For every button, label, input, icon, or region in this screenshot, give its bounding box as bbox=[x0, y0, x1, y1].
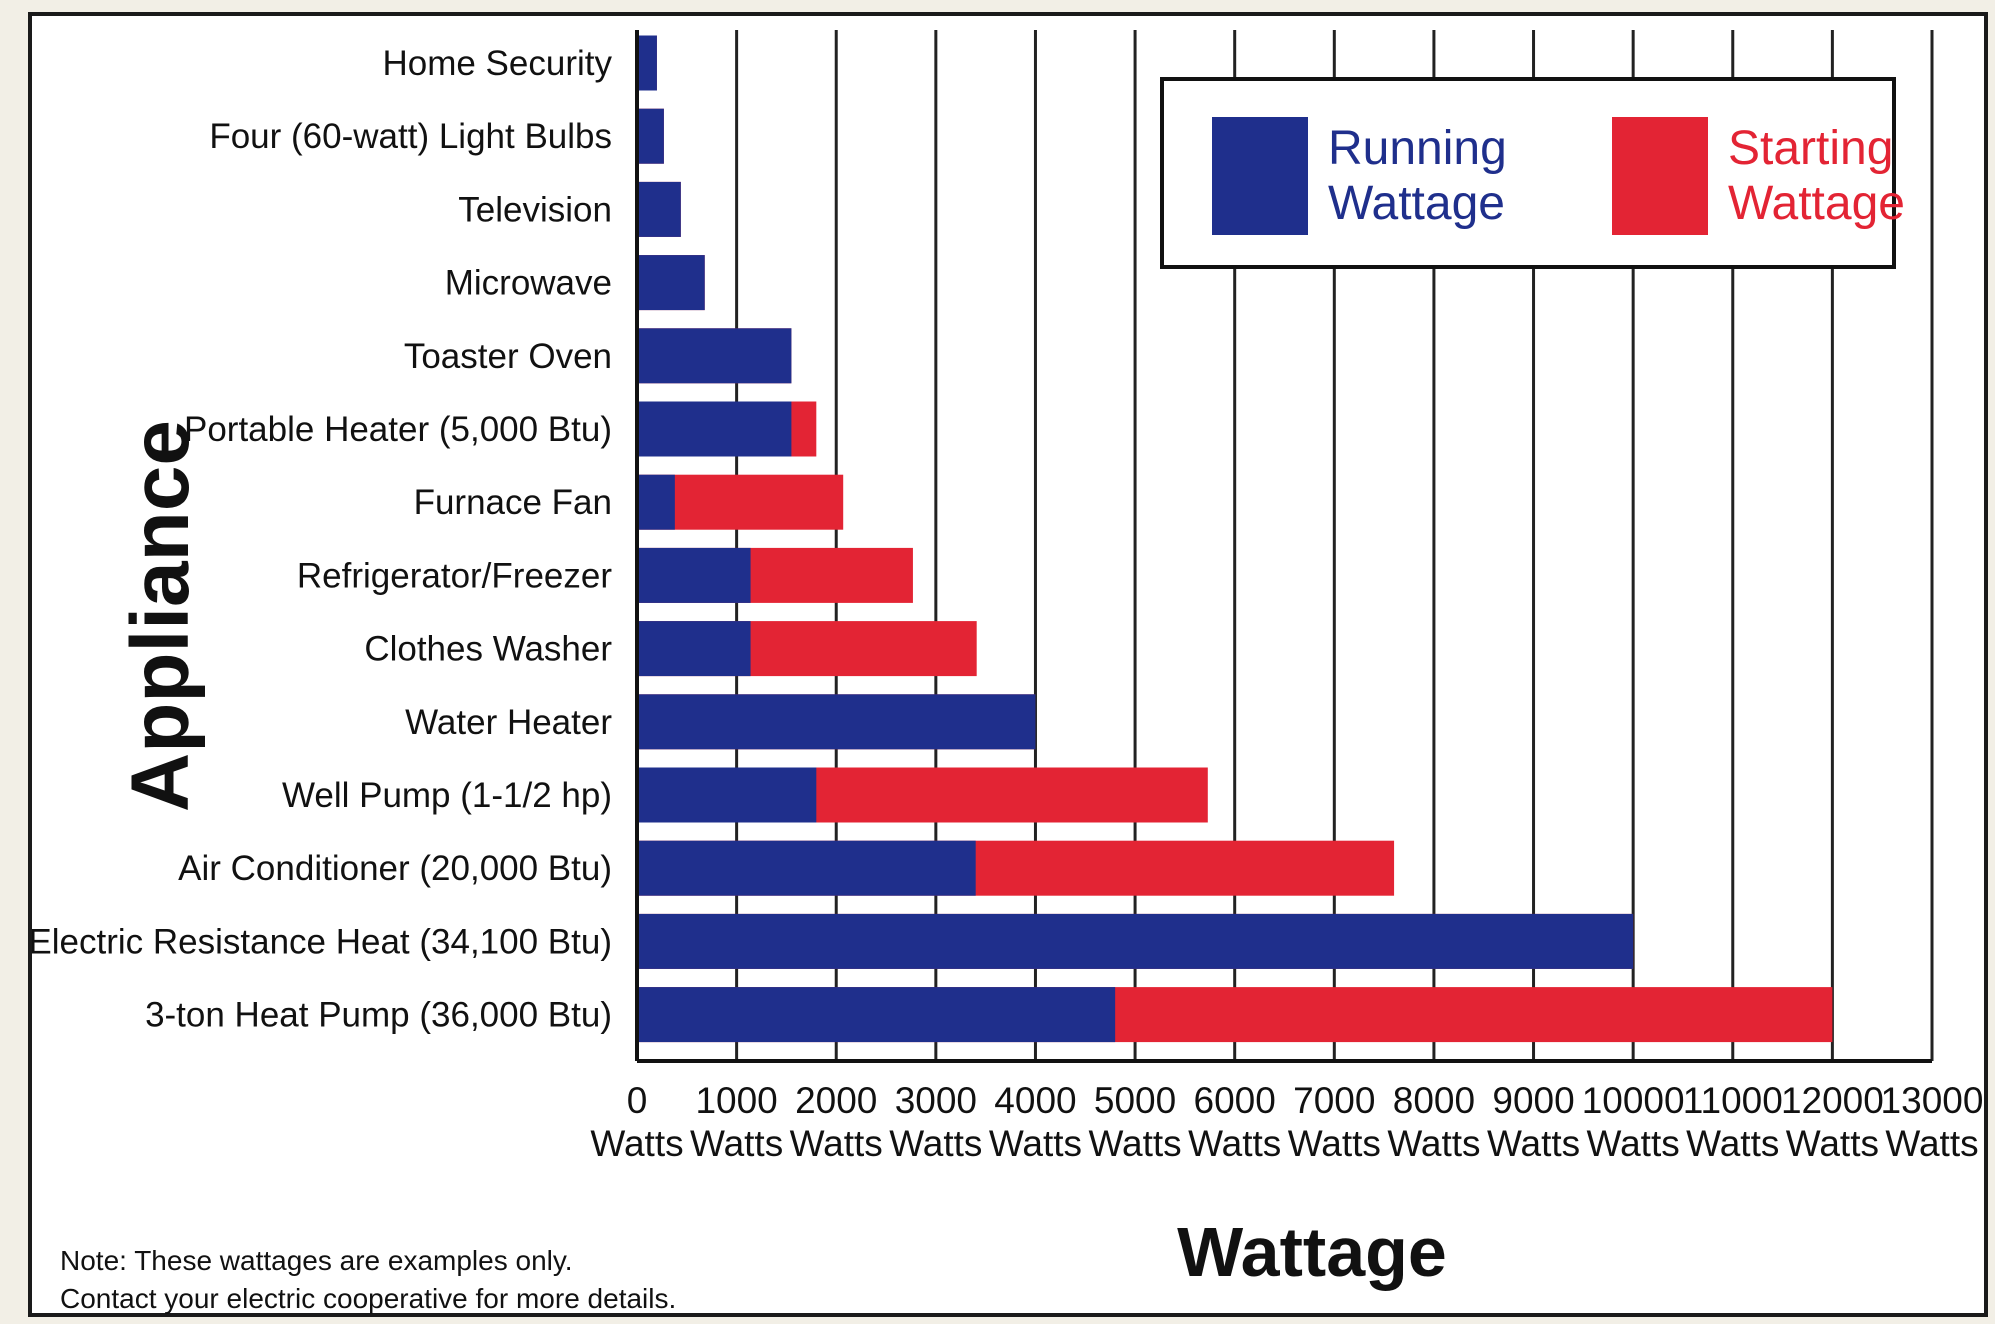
note-line-1: Note: These wattages are examples only. bbox=[60, 1245, 573, 1276]
x-tick-label-7000: 7000 bbox=[1293, 1080, 1375, 1121]
legend-running-line2: Wattage bbox=[1328, 177, 1505, 230]
legend-swatch-starting bbox=[1612, 117, 1708, 235]
category-label-9: Water Heater bbox=[405, 703, 612, 742]
bar-running-13 bbox=[637, 987, 1116, 1043]
legend-running-line1: Running bbox=[1328, 122, 1507, 175]
x-axis-title: Wattage bbox=[1177, 1213, 1447, 1291]
category-label-5: Portable Heater (5,000 Btu) bbox=[184, 410, 612, 449]
x-tick-label-9000: 9000 bbox=[1492, 1080, 1574, 1121]
x-tick-label-12000: 12000 bbox=[1781, 1080, 1884, 1121]
bar-running-4 bbox=[637, 328, 792, 384]
bar-running-12 bbox=[637, 913, 1634, 969]
x-tick-label-4000: 4000 bbox=[994, 1080, 1076, 1121]
x-tick-label-11000: 11000 bbox=[1683, 1080, 1783, 1121]
x-tick-unit-2000: Watts bbox=[790, 1123, 883, 1164]
note: Note: These wattages are examples only. … bbox=[60, 1245, 676, 1314]
legend-starting-line1: Starting bbox=[1728, 122, 1893, 175]
legend: Running Wattage Starting Wattage bbox=[1160, 77, 1905, 269]
category-labels: Home Security Four (60-watt) Light Bulbs T… bbox=[32, 44, 612, 1035]
x-tick-label-0: 0 bbox=[627, 1080, 648, 1121]
x-tick-unit-13000: Watts bbox=[1885, 1123, 1978, 1164]
bar-running-7 bbox=[637, 547, 751, 603]
category-label-12: 10kW Electric Resistance Heat (34,100 Bt… bbox=[32, 922, 612, 961]
x-tick-label-10000: 10000 bbox=[1582, 1080, 1685, 1121]
x-tick-unit-8000: Watts bbox=[1387, 1123, 1480, 1164]
x-tick-label-5000: 5000 bbox=[1094, 1080, 1176, 1121]
x-tick-label-1000: 1000 bbox=[695, 1080, 777, 1121]
x-tick-unit-4000: Watts bbox=[989, 1123, 1082, 1164]
x-tick-unit-3000: Watts bbox=[889, 1123, 982, 1164]
category-label-13: 3-ton Heat Pump (36,000 Btu) bbox=[145, 996, 612, 1035]
x-tick-unit-12000: Watts bbox=[1786, 1123, 1879, 1164]
x-tick-unit-5000: Watts bbox=[1088, 1123, 1181, 1164]
x-tick-unit-7000: Watts bbox=[1288, 1123, 1381, 1164]
x-tick-unit-6000: Watts bbox=[1188, 1123, 1281, 1164]
category-label-11: Air Conditioner (20,000 Btu) bbox=[178, 849, 612, 888]
legend-swatch-running bbox=[1212, 117, 1308, 235]
bars bbox=[637, 35, 1833, 1043]
category-label-8: Clothes Washer bbox=[364, 630, 612, 669]
x-tick-unit-1000: Watts bbox=[690, 1123, 783, 1164]
bar-running-11 bbox=[637, 840, 976, 896]
x-tick-label-6000: 6000 bbox=[1194, 1080, 1276, 1121]
bar-running-5 bbox=[637, 401, 792, 457]
bar-running-2 bbox=[637, 181, 681, 237]
note-line-2: Contact your electric cooperative for mo… bbox=[60, 1283, 676, 1314]
bar-running-0 bbox=[637, 35, 657, 91]
x-tick-label-3000: 3000 bbox=[895, 1080, 977, 1121]
bar-running-9 bbox=[637, 694, 1036, 750]
category-label-3: Microwave bbox=[445, 264, 612, 303]
x-tick-unit-11000: Watts bbox=[1686, 1123, 1779, 1164]
legend-box bbox=[1160, 77, 1896, 269]
category-label-2: Television bbox=[458, 190, 612, 229]
x-tick-label-8000: 8000 bbox=[1393, 1080, 1475, 1121]
axes bbox=[635, 30, 1932, 1063]
x-tick-unit-0: Watts bbox=[590, 1123, 683, 1164]
y-axis-title: Appliance bbox=[115, 420, 206, 812]
bar-running-10 bbox=[637, 767, 817, 823]
category-label-10: Well Pump (1-1/2 hp) bbox=[282, 776, 612, 815]
legend-starting-line2: Wattage bbox=[1728, 177, 1905, 230]
x-tick-labels: 0Watts1000Watts2000Watts3000Watts4000Wat… bbox=[590, 1080, 1983, 1164]
bar-running-8 bbox=[637, 621, 751, 677]
category-label-6: Furnace Fan bbox=[414, 483, 612, 522]
x-tick-label-2000: 2000 bbox=[795, 1080, 877, 1121]
wattage-bar-chart: Home Security Four (60-watt) Light Bulbs T… bbox=[32, 30, 1983, 1314]
category-label-7: Refrigerator/Freezer bbox=[297, 556, 612, 595]
category-label-1: Four (60-watt) Light Bulbs bbox=[209, 117, 612, 156]
category-label-0: Home Security bbox=[382, 44, 612, 83]
bar-running-6 bbox=[637, 474, 675, 530]
chart-frame: Home Security Four (60-watt) Light Bulbs T… bbox=[28, 12, 1988, 1317]
bar-running-3 bbox=[637, 255, 705, 311]
bar-running-1 bbox=[637, 108, 664, 164]
x-tick-label-13000: 13000 bbox=[1881, 1080, 1984, 1121]
category-label-4: Toaster Oven bbox=[404, 337, 612, 376]
x-tick-unit-10000: Watts bbox=[1587, 1123, 1680, 1164]
x-tick-unit-9000: Watts bbox=[1487, 1123, 1580, 1164]
